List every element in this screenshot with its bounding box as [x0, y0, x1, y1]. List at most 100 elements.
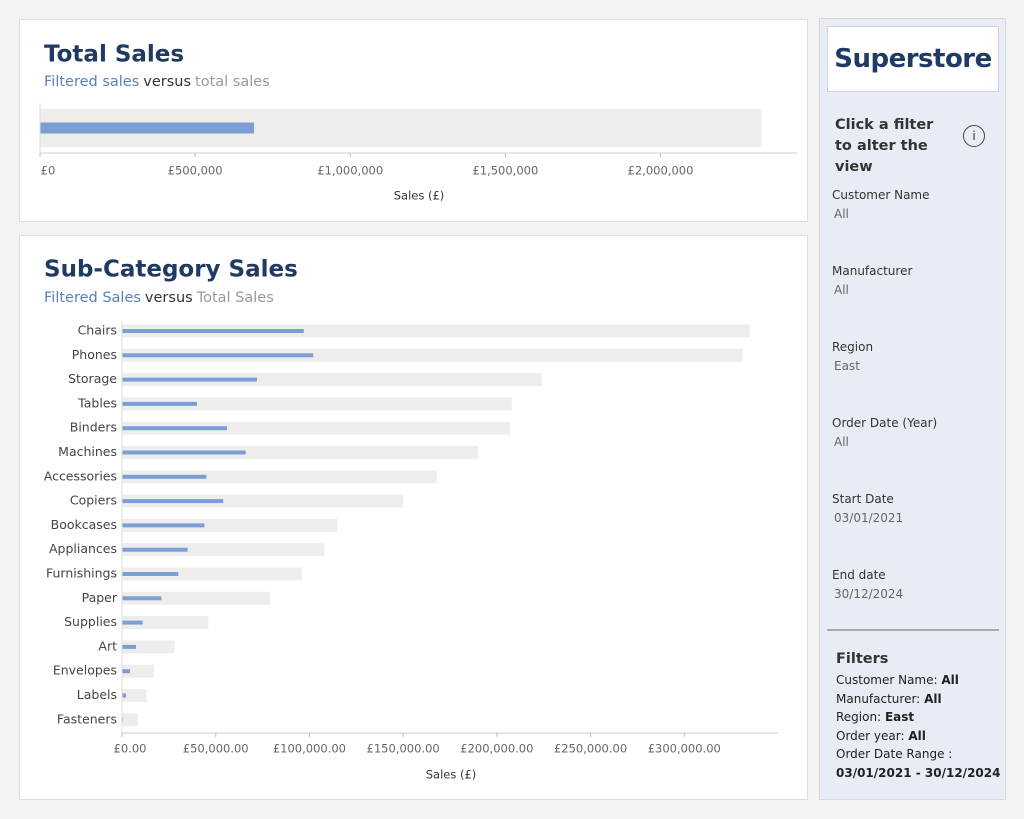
chart-subtitle: Filtered Sales versus Total Sales — [44, 290, 274, 306]
bar — [122, 373, 542, 387]
category-label: Envelopes — [53, 663, 117, 678]
filter-sidebar: Superstore Click a filter to alter the v… — [819, 18, 1006, 800]
summary-value: All — [941, 673, 959, 687]
filter-value: All — [834, 283, 849, 297]
bar — [122, 518, 338, 532]
category-label: Tables — [77, 395, 117, 410]
bar — [122, 397, 512, 411]
bar — [122, 324, 750, 338]
divider — [827, 629, 999, 631]
category-label: Art — [98, 638, 117, 653]
x-axis-title: Sales (£) — [426, 768, 477, 782]
subtitle-joiner: versus — [145, 290, 193, 306]
x-tick-label: £2,000,000 — [628, 164, 694, 178]
summary-line: Order Date Range : 03/01/2021 - 30/12/202… — [836, 745, 1000, 782]
category-label: Appliances — [49, 541, 117, 556]
bar — [122, 348, 743, 362]
bar — [122, 543, 325, 557]
bar — [122, 353, 314, 358]
bar — [122, 494, 404, 508]
filter-control[interactable]: End date 30/12/2024 — [832, 568, 997, 601]
summary-label: Region: — [836, 710, 882, 724]
summary-label: Customer Name: — [836, 673, 938, 687]
filter-value: East — [834, 359, 860, 373]
category-label: Furnishings — [46, 566, 117, 581]
bar — [122, 644, 137, 649]
summary-line: Order year: All — [836, 727, 1000, 746]
filter-label: Start Date — [832, 492, 894, 506]
filter-label: End date — [832, 568, 886, 582]
x-tick-label: £1,000,000 — [317, 164, 383, 178]
x-tick-label: £250,000.00 — [554, 742, 627, 756]
bar — [122, 567, 302, 581]
filter-label: Manufacturer — [832, 264, 913, 278]
filter-control[interactable]: Customer Name All — [832, 188, 997, 221]
bar — [122, 713, 138, 727]
bar — [122, 547, 188, 552]
summary-line: Customer Name: All — [836, 671, 1000, 690]
bar — [122, 426, 227, 431]
category-label: Supplies — [64, 614, 117, 629]
summary-label: Manufacturer: — [836, 691, 921, 706]
filter-summary: Customer Name: All Manufacturer: All Regio… — [836, 671, 1000, 782]
filter-label: Region — [832, 340, 874, 354]
x-tick-label: £150,000.00 — [367, 742, 440, 756]
summary-value: All — [924, 691, 942, 706]
filter-value: 03/01/2021 — [834, 511, 904, 525]
x-tick-label: £0 — [41, 164, 56, 178]
subtitle-joiner: versus — [143, 74, 191, 90]
category-label: Labels — [77, 687, 117, 702]
x-tick-label: £200,000.00 — [460, 742, 533, 756]
bar — [122, 499, 224, 504]
category-label: Storage — [68, 371, 117, 386]
filter-value: All — [834, 207, 849, 221]
summary-line: Manufacturer: All — [836, 690, 1000, 709]
bar — [122, 640, 175, 654]
bar — [122, 616, 209, 630]
summary-label: Order Date Range : — [836, 747, 953, 761]
category-label: Phones — [72, 347, 117, 362]
x-tick-label: £0.00 — [114, 742, 147, 756]
summary-value: All — [908, 728, 926, 743]
x-tick-label: £50,000.00 — [183, 742, 249, 756]
category-label: Chairs — [78, 323, 117, 338]
bar — [122, 572, 179, 576]
bar — [122, 446, 479, 459]
legend-entry: Filtered sales — [44, 74, 139, 90]
bar — [122, 523, 205, 528]
filter-value: All — [834, 435, 849, 449]
filter-label: Order Date (Year) — [832, 416, 938, 430]
bar — [122, 421, 510, 435]
category-label: Machines — [58, 444, 117, 459]
x-tick-label: £500,000 — [168, 164, 223, 178]
category-label: Copiers — [70, 493, 117, 508]
filter-control[interactable]: Manufacturer All — [832, 264, 997, 297]
x-tick-label: £100,000.00 — [273, 742, 346, 756]
filter-control[interactable]: Order Date (Year) All — [832, 416, 997, 449]
summary-value: East — [884, 710, 915, 724]
bar — [122, 669, 131, 674]
summary-label: Order year: — [836, 728, 905, 743]
category-label: Fasteners — [57, 711, 117, 726]
filter-control[interactable]: Region East — [832, 340, 997, 373]
filter-label: Customer Name — [832, 188, 930, 202]
x-axis-title: Sales (£) — [394, 189, 445, 203]
category-label: Paper — [82, 590, 118, 605]
bar — [122, 401, 197, 406]
filter-value: 30/12/2024 — [834, 587, 904, 601]
bar — [122, 693, 126, 698]
bar — [122, 620, 143, 625]
info-icon[interactable]: i — [963, 125, 985, 147]
bar — [122, 591, 271, 605]
summary-value: 03/01/2021 - 30/12/2024 — [836, 765, 1001, 780]
bar — [122, 689, 147, 702]
filter-control[interactable]: Start Date 03/01/2021 — [832, 492, 997, 525]
bar — [40, 122, 255, 134]
chart-title: Total Sales — [44, 42, 184, 68]
bar — [122, 450, 246, 455]
bar — [122, 329, 304, 333]
legend-entry: Filtered Sales — [44, 290, 141, 306]
summary-line: Region: East — [836, 708, 1000, 727]
